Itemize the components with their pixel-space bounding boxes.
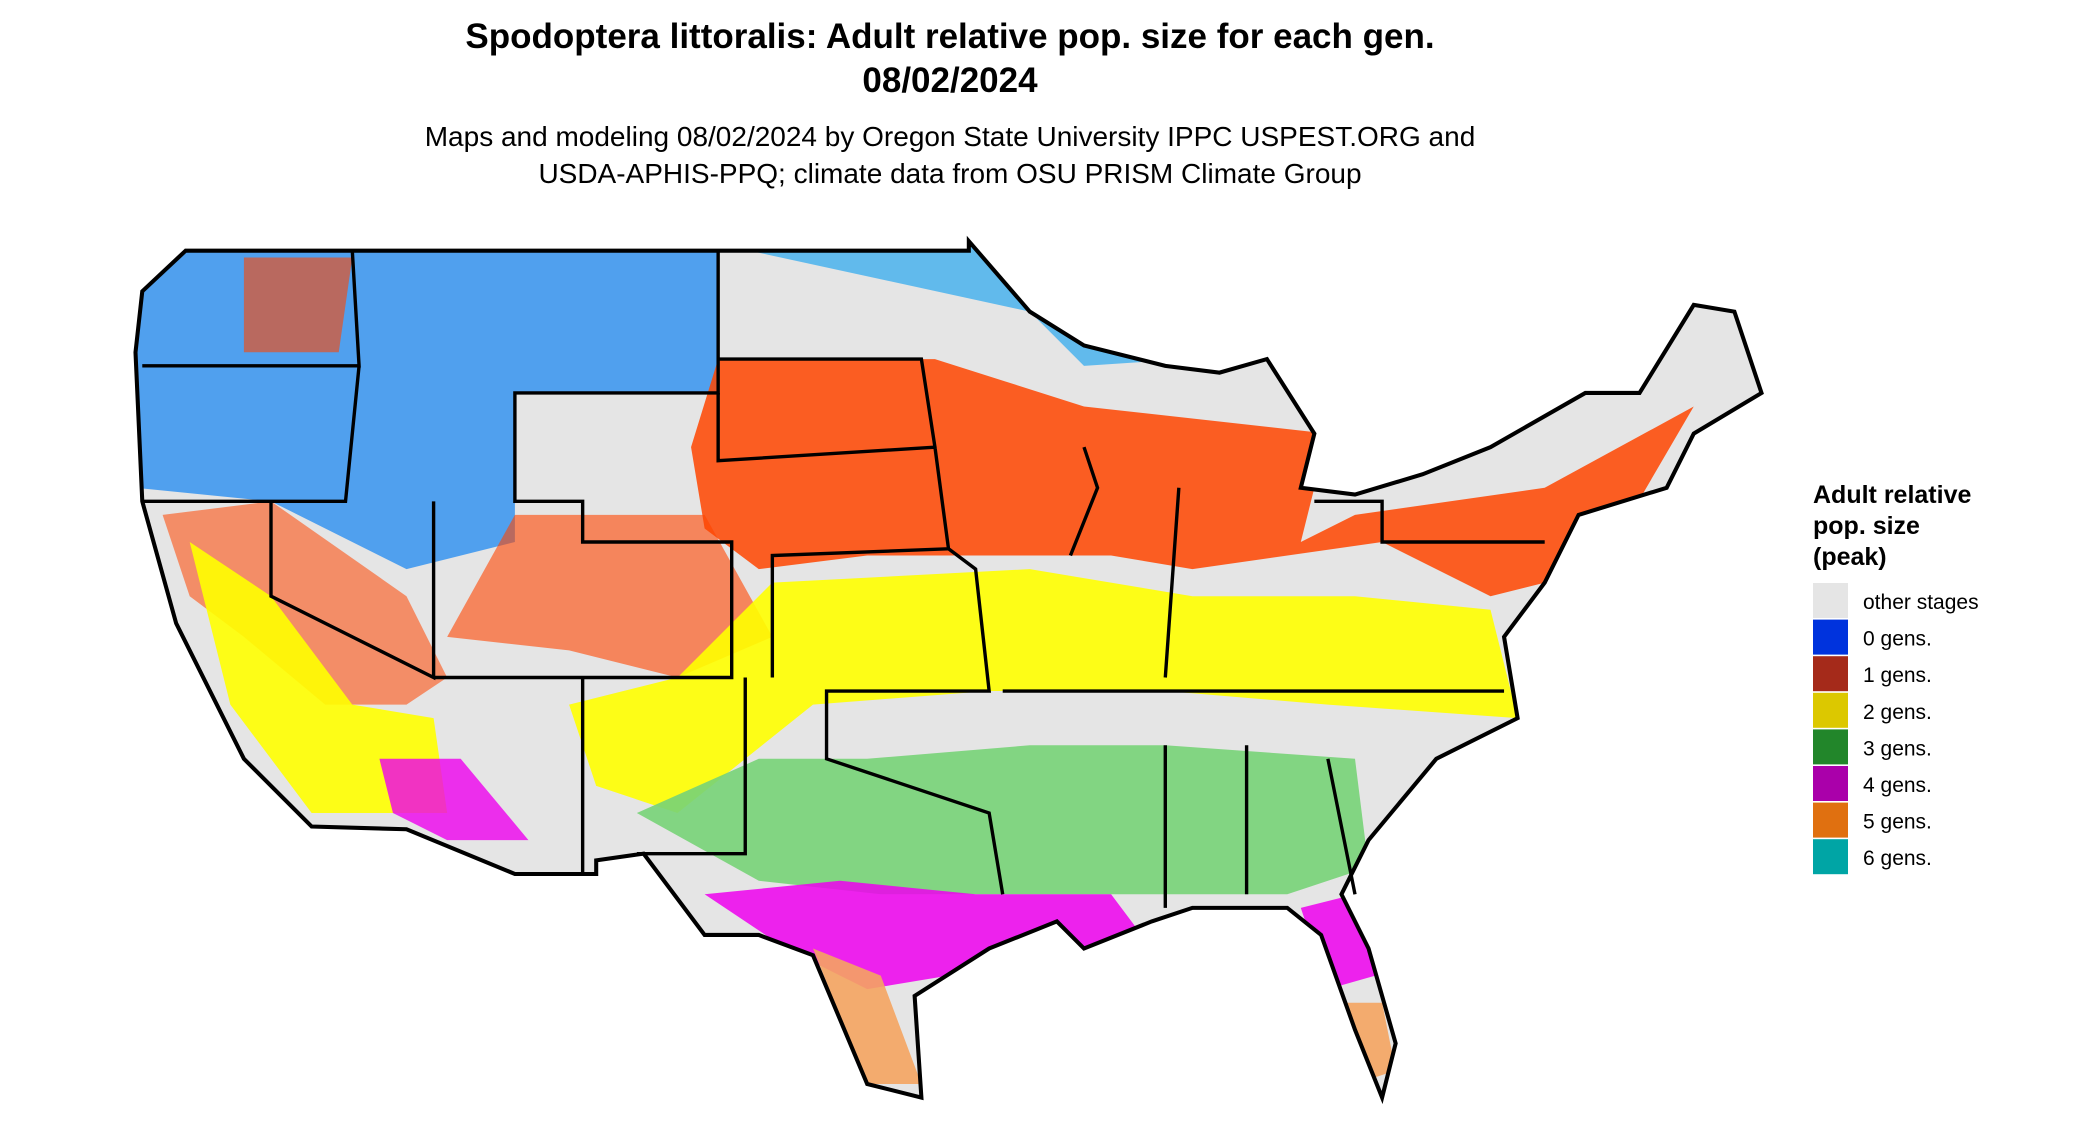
- title: Spodoptera littoralis: Adult relative po…: [465, 17, 1434, 56]
- legend-label: 4 gens.: [1863, 774, 1932, 797]
- legend-title: pop. size: [1813, 512, 1920, 540]
- legend-label: 0 gens.: [1863, 628, 1932, 651]
- legend-swatch: [1813, 802, 1848, 838]
- legend-swatch: [1813, 656, 1848, 692]
- subtitle: Maps and modeling 08/02/2024 by Oregon S…: [425, 121, 1476, 152]
- legend-label: 5 gens.: [1863, 811, 1932, 834]
- legend-swatch: [1813, 766, 1848, 801]
- subtitle: USDA-APHIS-PPQ; climate data from OSU PR…: [538, 158, 1361, 189]
- legend-swatch: [1813, 839, 1848, 875]
- date: 08/02/2024: [862, 61, 1038, 100]
- legend-label: 6 gens.: [1863, 847, 1932, 870]
- legend-label: other stages: [1863, 591, 1979, 614]
- legend-swatch: [1813, 729, 1848, 765]
- legend: Adult relative pop. size (peak) other stage…: [1813, 481, 1979, 875]
- legend-label: 1 gens.: [1863, 664, 1932, 687]
- map: [122, 230, 1789, 1116]
- legend-title: (peak): [1813, 543, 1887, 571]
- legend-title: Adult relative: [1813, 481, 1971, 509]
- legend-label: 2 gens.: [1863, 701, 1932, 724]
- legend-swatch: [1813, 583, 1848, 618]
- legend-swatch: [1813, 692, 1848, 728]
- legend-swatch: [1813, 619, 1848, 655]
- legend-label: 3 gens.: [1863, 737, 1932, 760]
